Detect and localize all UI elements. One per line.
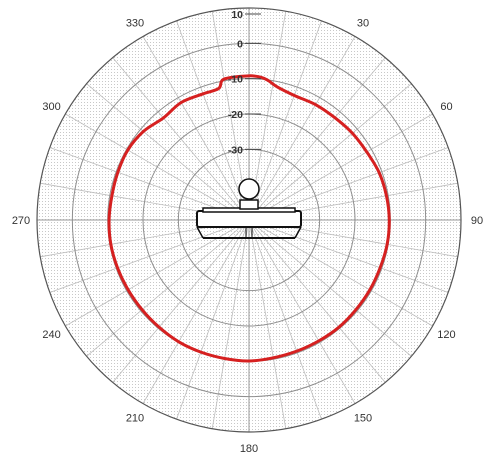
angle-label: 270 [12,215,30,227]
angle-label: 90 [471,215,483,227]
radial-tick-label: -30 [228,144,243,156]
radial-tick-label: -10 [228,74,243,86]
angle-label: 240 [42,329,60,341]
angle-label: 150 [354,412,372,424]
angle-label: 210 [126,412,144,424]
radial-tick-label: -20 [228,109,243,121]
angle-label: 330 [126,18,144,30]
radial-tick-label: 0 [237,38,243,50]
angle-label: 180 [240,443,258,455]
angle-label: 60 [440,101,452,113]
angle-label: 30 [357,18,369,30]
radial-tick-label: 10 [231,9,243,21]
angle-label: 120 [437,329,455,341]
angle-label: 300 [42,101,60,113]
